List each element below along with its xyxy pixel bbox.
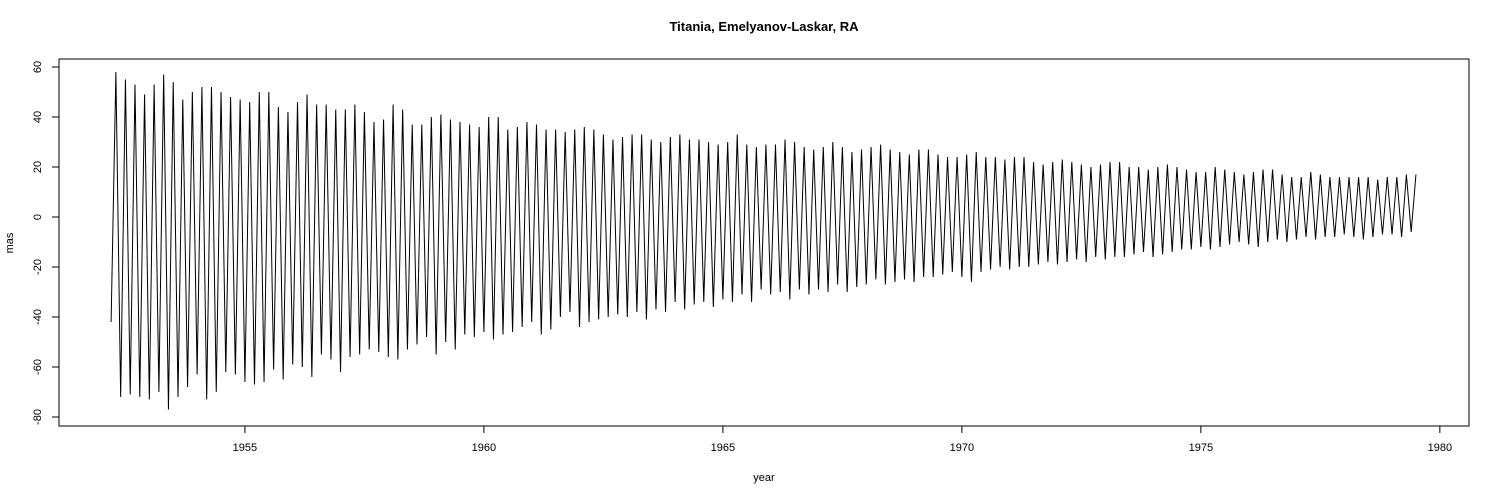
y-tick-label: -40 (32, 309, 44, 325)
y-tick-label: 20 (32, 161, 44, 173)
y-tick-label: -80 (32, 409, 44, 425)
x-axis-label: year (753, 472, 775, 484)
x-tick-label: 1970 (950, 442, 974, 454)
data-line (110, 71, 1417, 410)
x-tick-label: 1975 (1189, 442, 1213, 454)
y-tick-label: -60 (32, 359, 44, 375)
y-tick-label: 40 (32, 111, 44, 123)
x-tick-label: 1955 (233, 442, 257, 454)
y-tick-label: 0 (32, 214, 44, 220)
y-tick-label: -20 (32, 259, 44, 275)
y-axis-label: mas (4, 232, 16, 253)
x-tick-label: 1965 (711, 442, 735, 454)
y-tick-label: 60 (32, 61, 44, 73)
x-tick-label: 1980 (1428, 442, 1452, 454)
x-tick-label: 1960 (472, 442, 496, 454)
chart-title: Titania, Emelyanov-Laskar, RA (669, 19, 859, 34)
